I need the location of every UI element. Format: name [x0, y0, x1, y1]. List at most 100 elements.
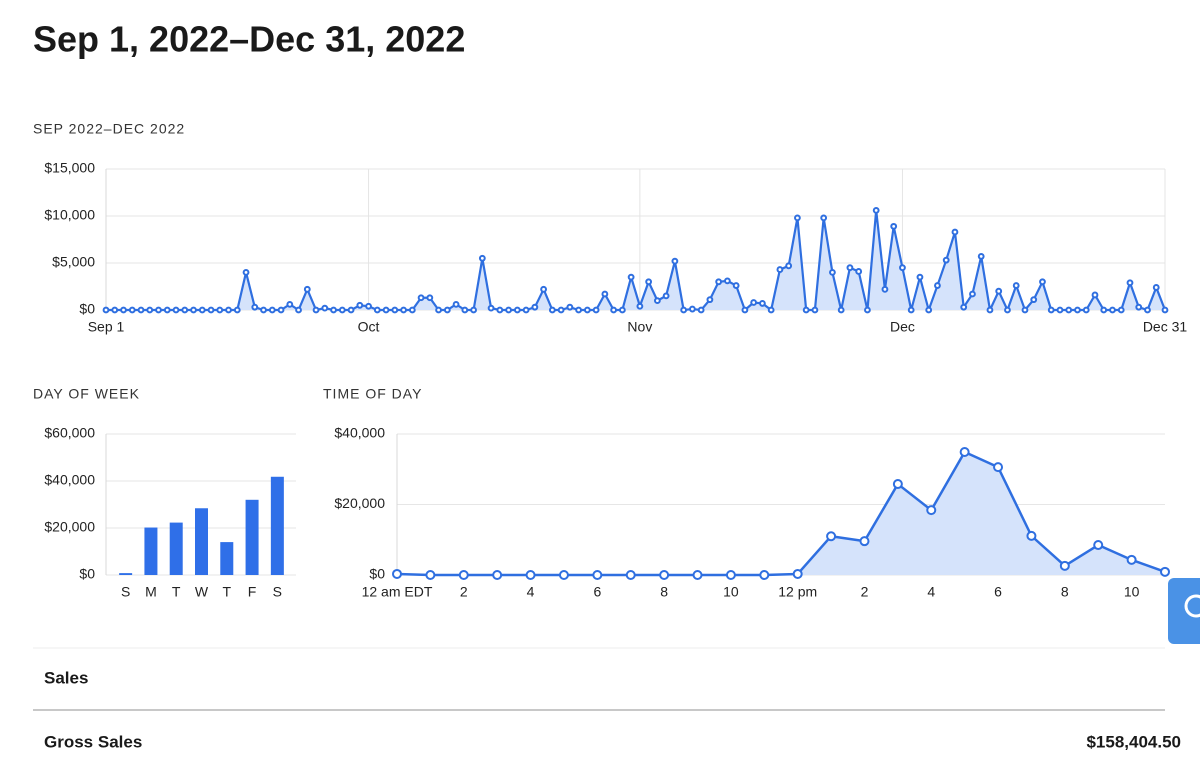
chart-title: SEP 2022–DEC 2022 [33, 121, 185, 137]
point [1047, 306, 1055, 314]
point [993, 462, 1004, 473]
point [627, 273, 635, 281]
point [382, 306, 390, 314]
y-tick-label: $60,000 [44, 425, 95, 441]
point [338, 306, 346, 314]
point [1100, 306, 1108, 314]
point [995, 287, 1003, 295]
point [1126, 554, 1137, 565]
y-tick-label: $0 [79, 566, 95, 582]
point [1161, 306, 1169, 314]
point [1091, 291, 1099, 299]
point [1059, 560, 1070, 571]
x-tick-label: 10 [1124, 584, 1140, 600]
point [750, 299, 758, 306]
point [872, 206, 880, 214]
x-tick-label: S [121, 584, 130, 600]
point [540, 285, 548, 293]
point [959, 446, 970, 457]
point [225, 306, 232, 314]
point [794, 214, 801, 222]
point [671, 257, 679, 265]
bar [220, 542, 234, 575]
point [1056, 306, 1064, 314]
point [102, 306, 110, 314]
point [470, 306, 477, 314]
point [531, 303, 539, 311]
point [610, 306, 618, 314]
point [566, 303, 574, 311]
table-header: Sales [44, 668, 88, 687]
point [251, 303, 259, 311]
point [1012, 282, 1020, 289]
point [525, 570, 536, 580]
bar [144, 527, 158, 575]
point [242, 269, 250, 276]
point [312, 306, 320, 314]
help-icon[interactable] [1184, 594, 1200, 618]
x-tick-label: Sep 1 [88, 319, 125, 335]
point [1152, 284, 1160, 291]
point [907, 306, 915, 314]
line [396, 450, 1166, 577]
point [926, 505, 937, 516]
point [330, 306, 337, 314]
point [618, 306, 626, 314]
point [1039, 278, 1046, 286]
point [1093, 540, 1104, 551]
x-tick-label: Oct [358, 319, 380, 335]
point [146, 306, 154, 314]
point [496, 306, 504, 314]
point [892, 479, 903, 490]
x-tick-label: M [145, 584, 157, 600]
help-button[interactable] [1168, 578, 1200, 644]
point [172, 306, 180, 314]
x-tick-label: 8 [1061, 584, 1069, 600]
x-tick-label: 4 [527, 584, 535, 600]
point [120, 306, 127, 314]
help-button-bg[interactable] [1168, 578, 1200, 644]
point [697, 306, 705, 314]
point [303, 285, 311, 293]
point [969, 290, 976, 298]
area [106, 210, 1165, 310]
x-tick-label: 6 [994, 584, 1002, 600]
point [925, 306, 933, 314]
point [662, 292, 670, 300]
x-tick-label: T [223, 584, 232, 600]
point [373, 306, 381, 314]
y-tick-label: $10,000 [44, 207, 95, 223]
point [951, 228, 959, 236]
point [347, 306, 355, 314]
y-tick-label: $20,000 [334, 495, 385, 511]
point [792, 568, 803, 579]
point [706, 296, 714, 304]
point [487, 304, 495, 312]
point [365, 302, 372, 310]
x-tick-label: 12 am EDT [362, 584, 433, 600]
point [458, 570, 469, 580]
point [356, 301, 364, 309]
point [837, 306, 845, 314]
point [233, 306, 241, 314]
point [277, 306, 285, 314]
point [826, 531, 837, 542]
point [190, 306, 197, 314]
chart: TIME OF DAY $0 $20,000 $40,000 12 am EDT 2 4 6 8… [323, 386, 1170, 600]
point [1030, 296, 1038, 304]
point [505, 306, 512, 314]
point [1082, 306, 1090, 314]
point [295, 306, 302, 314]
point [443, 306, 451, 314]
x-tick-label: Dec 31 [1143, 319, 1188, 335]
point [723, 277, 731, 285]
point [741, 306, 749, 314]
chart-title: DAY OF WEEK [33, 386, 140, 402]
point [864, 306, 871, 314]
point [286, 300, 294, 308]
point [321, 304, 329, 312]
point [934, 282, 941, 289]
point [811, 306, 819, 314]
point [425, 570, 436, 580]
